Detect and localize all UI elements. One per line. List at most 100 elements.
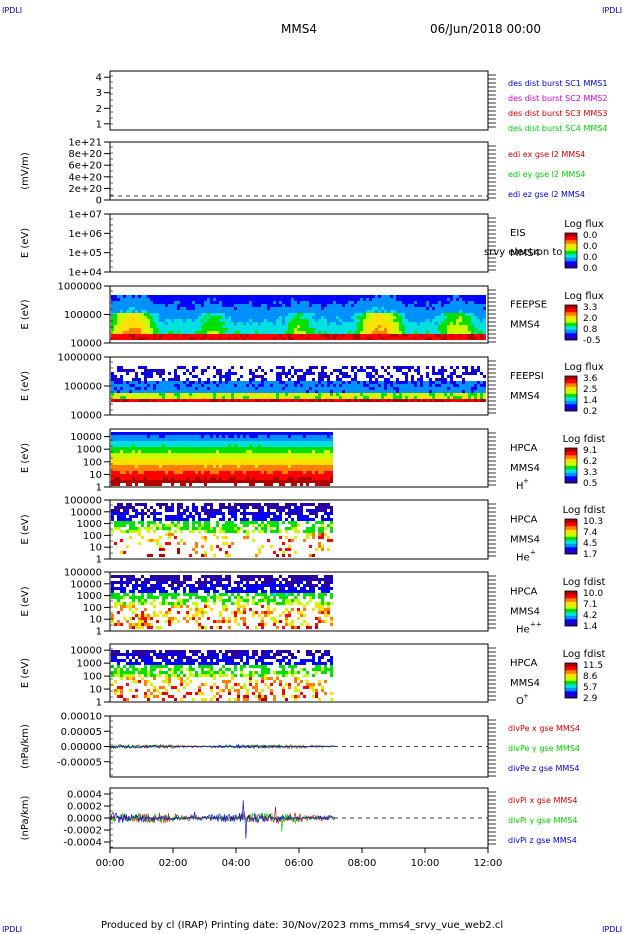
spectrogram-cell [417,387,420,390]
spectrogram-cell [468,331,471,334]
spectrogram-cell [207,331,210,334]
spectrogram-cell [234,307,237,310]
spectrogram-cell [240,366,243,369]
spectrogram-cell [270,322,273,325]
spectrogram-cell [174,331,177,334]
spectrogram-cell [201,477,204,480]
spectrogram-cell [306,310,309,313]
spectrogram-cell [210,512,213,515]
spectrogram-cell [294,381,297,384]
spectrogram-cell [228,369,231,372]
spectrogram-cell [177,459,180,462]
spectrogram-cell [360,393,363,396]
colorbar-cell [565,248,577,251]
spectrogram-cell [252,375,255,378]
spectrogram-cell [399,387,402,390]
spectrogram-cell [198,480,201,483]
colorbar-cell [565,326,577,329]
spectrogram-cell [306,438,309,441]
spectrogram-cell [213,527,216,530]
spectrogram-cell [165,313,168,316]
spectrogram-cell [306,372,309,375]
spectrogram-cell [231,462,234,465]
spectrogram-cell [231,328,234,331]
colorbar-tick-label: 1.4 [583,396,598,406]
spectrogram-cell [342,298,345,301]
spectrogram-cell [228,435,231,438]
spectrogram-cell [438,384,441,387]
spectrogram-cell [294,441,297,444]
spectrogram-cell [462,295,465,298]
spectrogram-cell [231,456,234,459]
spectrogram-cell [345,325,348,328]
spectrogram-cell [240,310,243,313]
spectrogram-cell [267,396,270,399]
spectrogram-cell [177,515,180,518]
spectrogram-cell [273,310,276,313]
spectrogram-cell [336,307,339,310]
spectrogram-cell [171,381,174,384]
spectrogram-cell [372,301,375,304]
y-tick-label: 6e+20 [68,161,102,172]
spectrogram-cell [435,322,438,325]
spectrogram-cell [213,310,216,313]
spectrogram-cell [132,474,135,477]
spectrogram-cell [126,372,129,375]
spectrogram-cell [303,310,306,313]
spectrogram-cell [132,310,135,313]
spectrogram-cell [165,301,168,304]
spectrogram-cell [465,295,468,298]
spectrogram-cell [438,331,441,334]
spectrogram-cell [174,369,177,372]
spectrogram-cell [321,432,324,435]
spectrogram-cell [117,453,120,456]
spectrogram-cell [249,384,252,387]
spectrogram-cell [447,390,450,393]
spectrogram-cell [195,477,198,480]
spectrogram-cell [441,316,444,319]
spectrogram-cell [117,387,120,390]
spectrogram-cell [198,447,201,450]
spectrogram-cell [246,310,249,313]
spectrogram-cell [312,390,315,393]
spectrogram-cell [387,307,390,310]
spectrogram-cell [135,328,138,331]
spectrogram-cell [468,301,471,304]
spectrogram-cell [279,337,282,340]
spectrogram-cell [198,298,201,301]
spectrogram-cell [342,304,345,307]
spectrogram-cell [285,387,288,390]
spectrogram-cell [309,381,312,384]
spectrogram-cell [153,438,156,441]
spectrogram-cell [165,295,168,298]
spectrogram-cell [441,399,444,402]
spectrogram-cell [141,337,144,340]
spectrogram-cell [219,384,222,387]
spectrogram-cell [270,462,273,465]
spectrogram-cell [159,468,162,471]
spectrogram-cell [213,554,216,557]
spectrogram-cell [129,310,132,313]
spectrogram-cell [180,328,183,331]
spectrogram-cell [363,301,366,304]
spectrogram-cell [270,471,273,474]
spectrogram-cell [195,521,198,524]
spectrogram-cell [117,509,120,512]
spectrogram-cell [429,396,432,399]
spectrogram-cell [240,438,243,441]
spectrogram-cell [198,459,201,462]
spectrogram-cell [225,396,228,399]
spectrogram-cell [201,453,204,456]
spectrogram-cell [111,307,114,310]
spectrogram-cell [162,372,165,375]
spectrogram-cell [237,480,240,483]
spectrogram-cell [111,515,114,518]
spectrogram-cell [192,298,195,301]
colorbar-cell [565,376,577,379]
spectrogram-cell [273,381,276,384]
spectrogram-cell [225,337,228,340]
spectrogram-cell [168,524,171,527]
spectrogram-cell [285,432,288,435]
spectrogram-cell [300,468,303,471]
